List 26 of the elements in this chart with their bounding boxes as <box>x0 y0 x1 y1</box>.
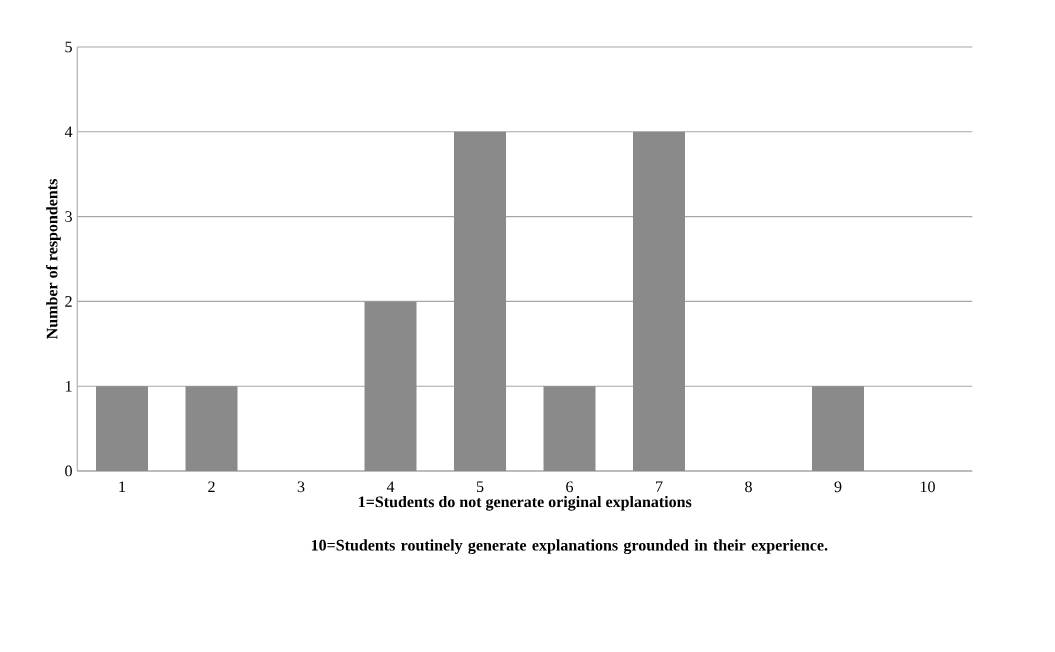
y-tick-label: 0 <box>65 465 72 477</box>
y-tick-label: 5 <box>65 41 72 53</box>
bar <box>96 386 149 471</box>
x-tick-label: 9 <box>834 481 842 493</box>
x-tick-label: 8 <box>745 481 752 493</box>
text: 10=Students routinely generate explanations grounded in their experience. <box>311 539 828 554</box>
x-tick-label: 2 <box>208 481 215 492</box>
x-tick-label: 1 <box>119 481 126 492</box>
y-tick-label: 3 <box>65 211 72 222</box>
bar <box>364 301 417 471</box>
x-axis-title: 1=Students do not generate original explanations <box>359 496 692 511</box>
bar <box>185 386 238 471</box>
bar <box>454 131 507 471</box>
y-axis-title: Number of respondents <box>46 179 61 339</box>
x-tick-label: 6 <box>566 481 574 493</box>
x-tick-label: 7 <box>656 481 663 492</box>
bar <box>543 386 596 471</box>
y-tick-label: 1 <box>65 380 72 392</box>
x-tick-label: 3 <box>297 481 305 493</box>
y-tick-label: 2 <box>65 296 72 307</box>
y-tick-label: 4 <box>64 126 73 138</box>
x-tick-label: 5 <box>476 481 484 493</box>
bar <box>633 131 686 471</box>
x-tick-label: 10 <box>920 481 935 493</box>
bar <box>812 386 865 471</box>
x-tick-label: 4 <box>386 481 395 492</box>
